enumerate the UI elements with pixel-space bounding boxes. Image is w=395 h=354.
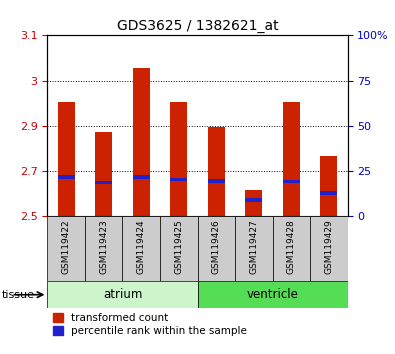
- Text: atrium: atrium: [103, 288, 142, 301]
- Bar: [47, 216, 85, 281]
- Bar: [320, 191, 337, 195]
- Bar: [58, 175, 75, 179]
- Bar: [273, 216, 310, 281]
- Text: GSM119424: GSM119424: [137, 219, 146, 274]
- Bar: [122, 216, 160, 281]
- Title: GDS3625 / 1382621_at: GDS3625 / 1382621_at: [117, 19, 278, 33]
- Bar: [208, 127, 225, 216]
- Bar: [170, 178, 187, 181]
- Text: GSM119422: GSM119422: [62, 219, 71, 274]
- Text: tissue: tissue: [2, 290, 35, 300]
- Legend: transformed count, percentile rank within the sample: transformed count, percentile rank withi…: [53, 313, 247, 336]
- Text: GSM119428: GSM119428: [287, 219, 296, 274]
- Bar: [133, 175, 150, 179]
- Bar: [58, 102, 75, 216]
- Bar: [198, 281, 348, 308]
- Bar: [283, 102, 300, 216]
- Text: GSM119423: GSM119423: [99, 219, 108, 274]
- Bar: [47, 281, 198, 308]
- Bar: [283, 180, 300, 183]
- Text: ventricle: ventricle: [246, 288, 299, 301]
- Bar: [133, 68, 150, 216]
- Text: GSM119425: GSM119425: [174, 219, 183, 274]
- Text: GSM119429: GSM119429: [324, 219, 333, 274]
- Text: GSM119427: GSM119427: [249, 219, 258, 274]
- Bar: [95, 132, 112, 216]
- Bar: [95, 181, 112, 184]
- Bar: [170, 102, 187, 216]
- Bar: [208, 179, 225, 183]
- Bar: [85, 216, 122, 281]
- Text: GSM119426: GSM119426: [212, 219, 221, 274]
- Bar: [235, 216, 273, 281]
- Bar: [245, 190, 262, 216]
- Bar: [245, 198, 262, 202]
- Bar: [320, 156, 337, 216]
- Bar: [310, 216, 348, 281]
- Bar: [198, 216, 235, 281]
- Bar: [160, 216, 198, 281]
